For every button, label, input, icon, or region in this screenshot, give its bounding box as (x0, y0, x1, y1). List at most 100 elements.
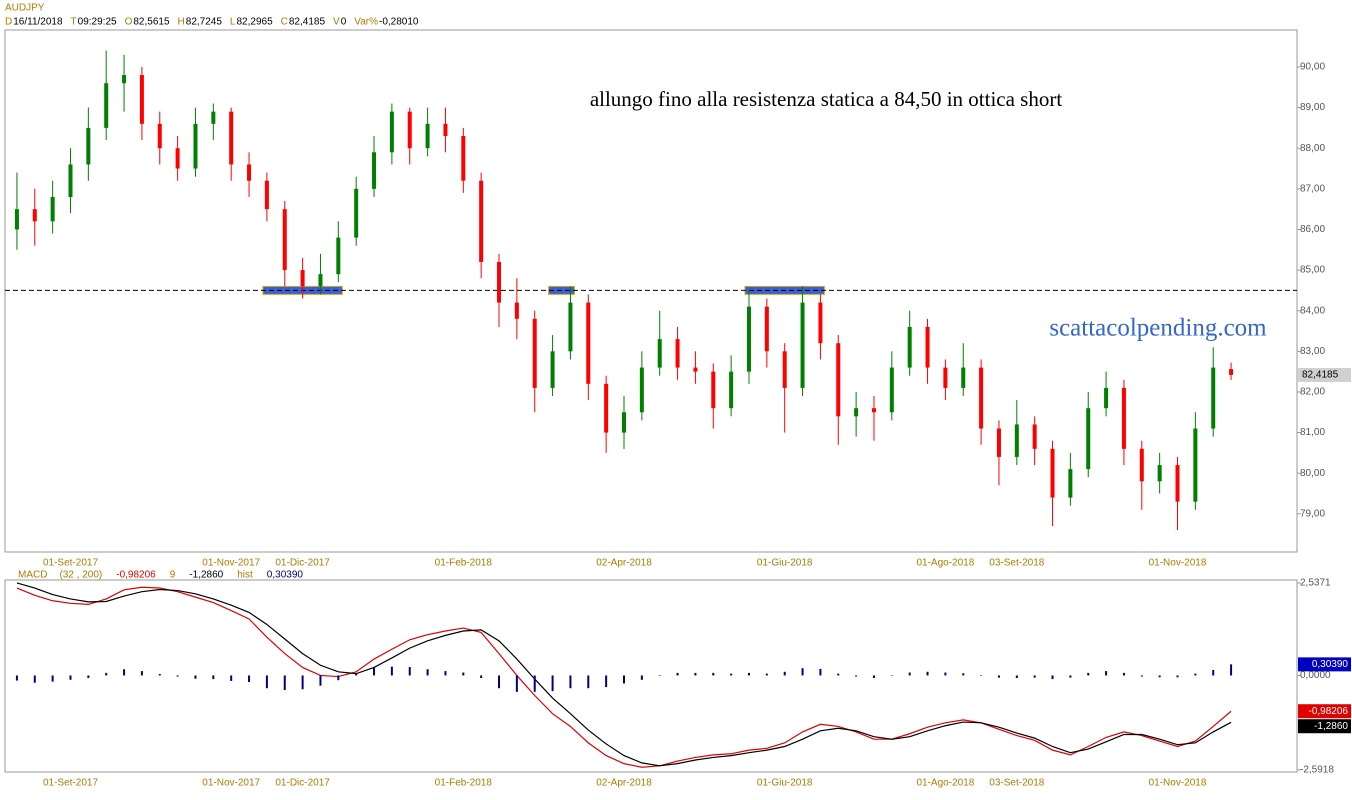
candle-body (1157, 465, 1162, 482)
x-tick-label: 01-Nov-2017 (202, 558, 260, 569)
y-tick-label: 85,00 (1300, 265, 1325, 276)
candle-body (729, 371, 734, 409)
hist-bar (1069, 675, 1072, 678)
hist-bar (658, 675, 661, 676)
hist-bar (980, 675, 983, 676)
hist-bar (837, 673, 840, 676)
hist-bar (819, 668, 822, 676)
candle-body (1014, 424, 1019, 457)
candle-body (925, 326, 930, 368)
candle-body (979, 367, 984, 429)
candle-body (497, 261, 502, 303)
hist-bar (1051, 675, 1054, 680)
hist-bar (230, 675, 233, 681)
hist-bar (212, 675, 215, 680)
hist-bar (801, 668, 804, 676)
hist-bar (123, 669, 126, 676)
hist-bar (105, 672, 108, 676)
candle-body (336, 237, 341, 275)
header-value: -0,28010 (379, 17, 419, 28)
header-value: 82,5615 (133, 17, 170, 28)
candle-body (1175, 465, 1180, 502)
candle-body (604, 383, 609, 433)
x-tick-label: 01-Set-2017 (43, 778, 98, 789)
hist-bar (301, 675, 304, 690)
hist-bar (605, 675, 608, 688)
candle-body (657, 339, 662, 368)
hist-bar (694, 672, 697, 676)
candle-body (764, 306, 769, 352)
x-tick-label: 01-Dic-2017 (275, 778, 330, 789)
y-tick-label: 83,00 (1300, 346, 1325, 357)
candle-body (782, 351, 787, 388)
hist-bar (1015, 675, 1018, 679)
value-box (1298, 657, 1351, 672)
hist-bar (997, 675, 1000, 678)
y-tick-label: 80,00 (1300, 468, 1325, 479)
macd-line (16, 582, 1232, 767)
x-tick-label: 01-Ago-2018 (916, 558, 974, 569)
candle-body (1229, 369, 1234, 375)
hist-bar (765, 673, 768, 676)
hist-bar (158, 673, 161, 676)
y-tick-label: 82,00 (1300, 387, 1325, 398)
legend-value: -0,98206 (116, 570, 156, 581)
hist-bar (1033, 675, 1036, 678)
hist-bar (855, 675, 858, 677)
candle-body (1050, 448, 1055, 498)
hist-bar (140, 671, 143, 676)
candle-body (372, 152, 377, 189)
candle-body (693, 367, 698, 372)
candle-body (50, 196, 55, 222)
legend-name: 9 (170, 570, 176, 581)
candle-body (157, 123, 162, 149)
y-tick-label: 89,00 (1300, 102, 1325, 113)
hist-bar (1105, 671, 1108, 676)
hist-bar (498, 675, 501, 689)
y-tick-label: 84,00 (1300, 305, 1325, 316)
candle-body (247, 164, 252, 181)
hist-bar (248, 675, 251, 683)
candle-body (711, 371, 716, 409)
candle-body (996, 428, 1001, 457)
candle-body (1104, 387, 1109, 409)
x-tick-label: 02-Apr-2018 (596, 558, 652, 569)
candle-body (104, 83, 109, 128)
candle-body (282, 209, 287, 271)
candle-body (175, 148, 180, 169)
candle-body (300, 270, 305, 287)
y-tick-label: 81,00 (1300, 427, 1325, 438)
x-tick-label: 01-Nov-2017 (202, 778, 260, 789)
candle-body (550, 351, 555, 388)
y-tick-label: 2,5371 (1300, 578, 1331, 589)
candle-body (1139, 448, 1144, 482)
candle-body (14, 209, 19, 230)
candle-body (818, 302, 823, 344)
hist-bar (15, 675, 18, 681)
annotation: allungo fino alla resistenza statica a 8… (590, 87, 1063, 111)
candle-body (193, 123, 198, 169)
candle-body (407, 111, 412, 149)
y-tick-label: 0,0000 (1300, 670, 1331, 681)
hist-bar (551, 675, 554, 692)
y-tick-label: 88,00 (1300, 143, 1325, 154)
watermark: scattacolpending.com (1049, 315, 1267, 342)
header-label: H (178, 17, 185, 28)
hist-bar (176, 675, 179, 677)
candle-body (675, 339, 680, 368)
price-frame (4, 29, 1298, 553)
last-price-label: 82,4185 (1302, 370, 1339, 381)
candle-body (32, 209, 37, 222)
macd-frame (4, 579, 1298, 773)
hist-bar (712, 672, 715, 676)
hist-bar (194, 675, 197, 679)
x-tick-label: 01-Ago-2018 (916, 778, 974, 789)
x-tick-label: 02-Apr-2018 (596, 778, 652, 789)
x-tick-label: 01-Giu-2018 (757, 778, 813, 789)
hist-bar (373, 667, 376, 676)
candle-body (425, 123, 430, 149)
candle-body (479, 180, 484, 262)
hist-bar (51, 675, 54, 682)
macd-title: MACD (18, 570, 47, 581)
hist-bar (1230, 664, 1233, 676)
